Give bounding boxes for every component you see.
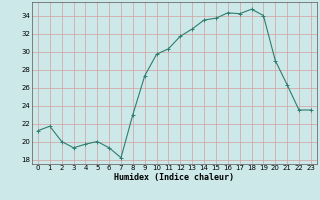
- X-axis label: Humidex (Indice chaleur): Humidex (Indice chaleur): [115, 173, 234, 182]
